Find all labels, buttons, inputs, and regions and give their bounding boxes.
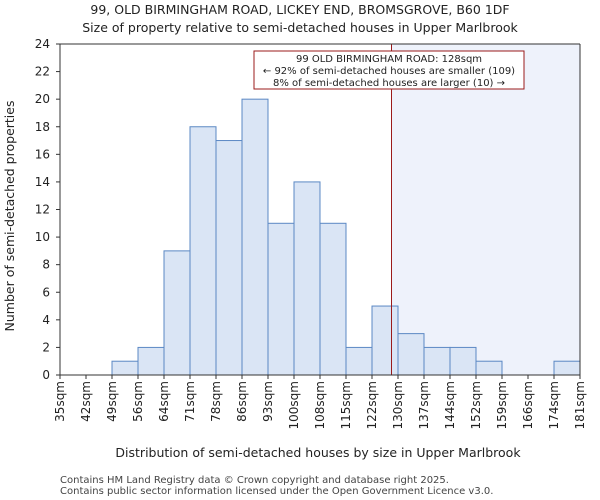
x-tick-label: 100sqm (287, 381, 301, 429)
y-tick-label: 20 (35, 92, 50, 106)
x-tick-label: 181sqm (573, 381, 587, 429)
bar-78sqm (215, 140, 243, 376)
bar-56sqm (137, 346, 165, 376)
x-tick-label: 144sqm (443, 381, 457, 429)
bar-115sqm (345, 346, 373, 376)
x-tick-label: 115sqm (339, 381, 353, 429)
x-tick-label: 93sqm (261, 381, 275, 422)
x-tick-label: 86sqm (235, 381, 249, 422)
y-tick-label: 6 (42, 285, 50, 299)
x-tick-label: 130sqm (391, 381, 405, 429)
x-tick-label: 152sqm (469, 381, 483, 429)
y-tick-label: 12 (35, 203, 50, 217)
x-tick-label: 174sqm (547, 381, 561, 429)
bar-86sqm (241, 98, 269, 376)
bar-174sqm (553, 360, 581, 376)
y-tick-label: 22 (35, 65, 50, 79)
x-tick-label: 71sqm (183, 381, 197, 422)
footer-line-2: Contains public sector information licen… (60, 486, 493, 497)
larger-region-shade (391, 44, 580, 375)
bar-64sqm (163, 250, 191, 376)
annotation-line-1: 99 OLD BIRMINGHAM ROAD: 128sqm (296, 54, 482, 65)
bar-152sqm (475, 360, 503, 376)
chart-title: 99, OLD BIRMINGHAM ROAD, LICKEY END, BRO… (90, 2, 509, 17)
footer-line-1: Contains HM Land Registry data © Crown c… (60, 475, 449, 486)
bar-100sqm (293, 181, 321, 376)
x-tick-label: 108sqm (313, 381, 327, 429)
y-axis-label: Number of semi-detached properties (2, 101, 17, 332)
x-tick-label: 159sqm (495, 381, 509, 429)
annotation-line-3: 8% of semi-detached houses are larger (1… (273, 78, 505, 89)
y-tick-label: 10 (35, 230, 50, 244)
annotation-border (253, 50, 525, 90)
x-tick-label: 122sqm (365, 381, 379, 429)
x-tick-label: 137sqm (417, 381, 431, 429)
x-tick-label: 49sqm (105, 381, 119, 422)
x-tick-label: 166sqm (521, 381, 535, 429)
bar-122sqm (371, 305, 399, 376)
chart-subtitle: Size of property relative to semi-detach… (82, 20, 518, 35)
x-tick-label: 42sqm (79, 381, 93, 422)
bar-49sqm (111, 360, 139, 376)
x-tick-label: 64sqm (157, 381, 171, 422)
y-tick-label: 8 (42, 258, 50, 272)
y-tick-label: 16 (35, 147, 50, 161)
bar-93sqm (267, 222, 295, 376)
x-tick-label: 56sqm (131, 381, 145, 422)
x-axis-label: Distribution of semi-detached houses by … (115, 445, 521, 460)
annotation-line-2: ← 92% of semi-detached houses are smalle… (263, 66, 515, 77)
y-tick-label: 24 (35, 37, 50, 51)
y-tick-label: 0 (42, 368, 50, 382)
y-tick-label: 2 (42, 340, 50, 354)
bar-137sqm (423, 346, 451, 376)
y-tick-label: 4 (42, 313, 50, 327)
x-tick-label: 78sqm (209, 381, 223, 422)
x-ticks: 35sqm 42sqm 49sqm 56sqm 64sqm 71sqm 78sqm 86sqm… (53, 375, 587, 429)
bar-144sqm (449, 346, 477, 376)
bar-71sqm (189, 126, 217, 376)
bar-130sqm (397, 333, 425, 376)
bars-group (111, 98, 581, 376)
x-tick-label: 35sqm (53, 381, 67, 422)
y-tick-label: 18 (35, 120, 50, 134)
y-tick-label: 14 (35, 175, 50, 189)
annotation-box: 99 OLD BIRMINGHAM ROAD: 128sqm ← 92% of … (253, 50, 525, 90)
bar-108sqm (319, 222, 347, 376)
